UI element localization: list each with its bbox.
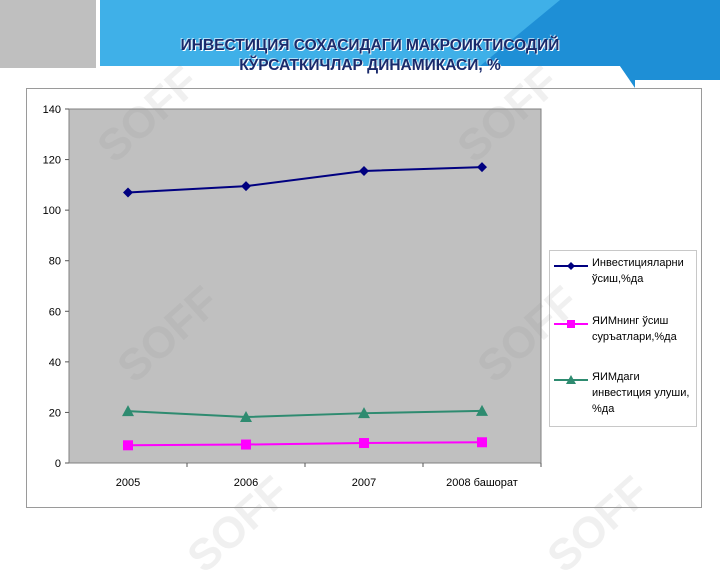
y-tick-label: 0: [55, 458, 61, 470]
x-tick-label: 2005: [116, 477, 140, 489]
chart-legend: Инвестицияларни ўсиш,%да ЯИМнинг ўсиш су…: [549, 250, 697, 427]
data-point-diamond: [477, 162, 487, 173]
chart-area: 0 20 40 60 80 100 120 140 2005 2006 2007 2008 башор…: [26, 88, 702, 508]
data-point-triangle: [240, 410, 252, 422]
data-point-triangle: [122, 405, 134, 417]
legend-label: Инвестицияларни ўсиш,%да: [592, 257, 684, 285]
plot-area: [68, 108, 542, 464]
header-grey-block: [0, 0, 96, 68]
data-point-square: [123, 440, 133, 451]
data-point-square: [477, 437, 487, 448]
legend-label: ЯИМдаги инвестиция улуши, %да: [592, 371, 690, 415]
slide-title-line-2: КЎРСАТКИЧЛАР ДИНАМИКАСИ, %: [239, 57, 501, 74]
legend-swatch-diamond: [554, 262, 588, 270]
x-tick-label: 2008 башорат: [446, 477, 518, 489]
series-line: [127, 409, 483, 418]
y-tick-label: 60: [49, 306, 61, 318]
series-line: [127, 166, 483, 194]
data-point-square: [359, 438, 369, 449]
series-line: [127, 441, 483, 447]
y-tick-label: 80: [49, 256, 61, 268]
data-point-diamond: [241, 181, 251, 192]
legend-swatch-square: [554, 320, 588, 328]
legend-swatch-triangle: [554, 375, 588, 384]
legend-label: ЯИМнинг ўсиш суръатлари,%да: [592, 315, 677, 343]
data-point-triangle: [358, 407, 370, 419]
data-point-diamond: [123, 187, 133, 198]
data-point-square: [241, 439, 251, 450]
y-tick-label: 40: [49, 357, 61, 369]
x-tick-label: 2007: [352, 477, 376, 489]
y-tick-label: 20: [49, 407, 61, 419]
data-point-diamond: [359, 165, 369, 176]
y-tick-label: 100: [43, 205, 61, 217]
slide-title-line-1: ИНВЕСТИЦИЯ СОХАСИДАГИ МАКРОИКТИСОДИЙ: [180, 37, 560, 54]
header-banner: [100, 0, 720, 88]
line-chart: 0 20 40 60 80 100 120 140 2005 2006 2007 2008 башор…: [43, 104, 542, 489]
x-tick-label: 2006: [234, 477, 258, 489]
data-point-triangle: [476, 404, 488, 416]
y-tick-label: 120: [43, 155, 61, 167]
y-tick-label: 140: [43, 104, 61, 116]
slide-title: ИНВЕСТИЦИЯ СОХАСИДАГИ МАКРОИКТИСОДИЙ КЎР…: [110, 36, 630, 76]
